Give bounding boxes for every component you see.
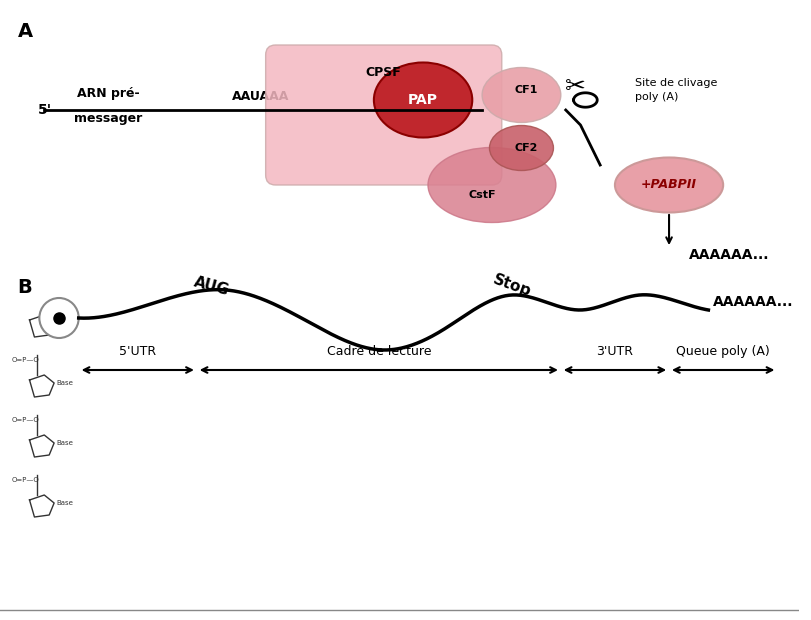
Ellipse shape xyxy=(373,63,472,138)
Text: AAAAAA...: AAAAAA... xyxy=(688,248,768,262)
Text: AAUAAA: AAUAAA xyxy=(232,90,289,103)
Text: Queue poly (A): Queue poly (A) xyxy=(676,345,769,358)
Text: Base: Base xyxy=(56,500,73,506)
FancyBboxPatch shape xyxy=(265,45,501,185)
Text: 3'UTR: 3'UTR xyxy=(596,345,633,358)
Text: Base: Base xyxy=(56,440,73,446)
Text: 5': 5' xyxy=(37,103,51,117)
Text: CF2: CF2 xyxy=(514,143,538,153)
Ellipse shape xyxy=(489,125,553,170)
Text: CF1: CF1 xyxy=(514,85,538,95)
Ellipse shape xyxy=(427,148,556,223)
Text: AUG: AUG xyxy=(192,274,230,298)
Text: Base: Base xyxy=(56,380,73,386)
Text: O=P—O: O=P—O xyxy=(12,417,40,423)
Text: O=P—O: O=P—O xyxy=(12,477,40,483)
Text: messager: messager xyxy=(74,112,142,125)
Text: ✂: ✂ xyxy=(564,75,586,99)
Text: PAP: PAP xyxy=(408,93,438,107)
Text: CstF: CstF xyxy=(468,190,496,200)
Text: 5'UTR: 5'UTR xyxy=(119,345,156,358)
Text: A: A xyxy=(18,22,32,41)
Text: ARN pré-: ARN pré- xyxy=(77,87,139,100)
Text: O=P—O: O=P—O xyxy=(12,357,40,363)
Text: Cadre de lecture: Cadre de lecture xyxy=(326,345,431,358)
Text: CPSF: CPSF xyxy=(366,66,401,79)
Text: +PABPII: +PABPII xyxy=(640,179,696,192)
Circle shape xyxy=(39,298,79,338)
Text: Stop: Stop xyxy=(490,272,532,300)
Ellipse shape xyxy=(482,68,560,123)
Text: AAAAAA...: AAAAAA... xyxy=(712,295,793,309)
Ellipse shape xyxy=(614,157,723,213)
Text: Site de clivage: Site de clivage xyxy=(634,78,716,88)
Text: poly (A): poly (A) xyxy=(634,92,677,102)
Text: B: B xyxy=(18,278,32,297)
